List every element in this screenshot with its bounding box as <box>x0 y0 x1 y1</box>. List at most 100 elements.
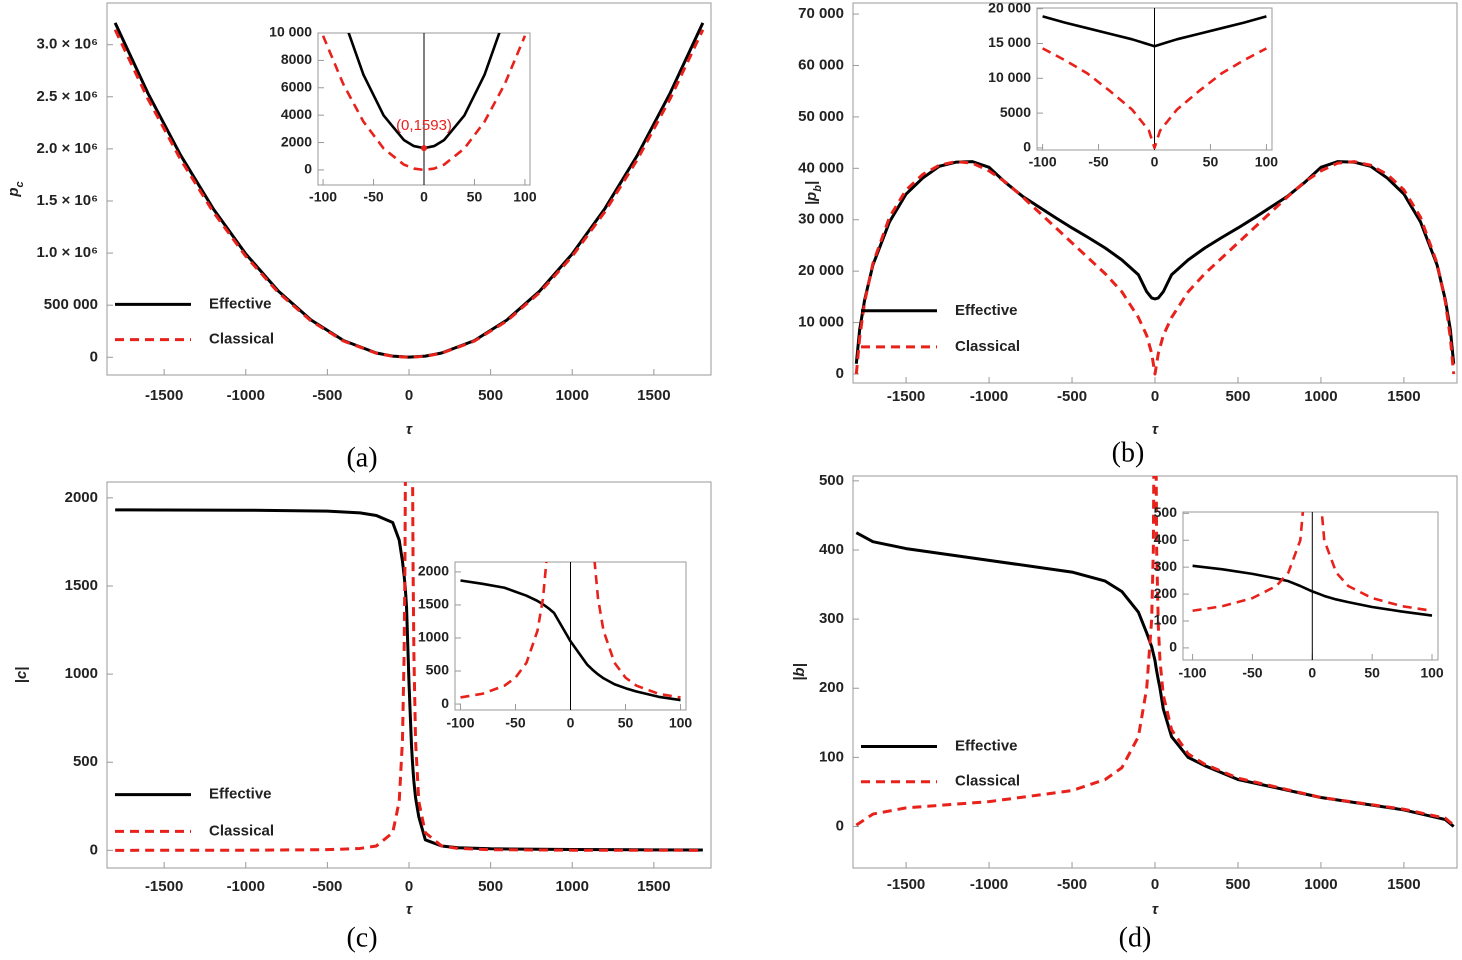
x-tick-label: 0 <box>1151 154 1159 170</box>
series-line <box>115 482 703 852</box>
y-tick-label: 30 000 <box>798 211 844 228</box>
y-tick-label: 0 <box>836 817 844 834</box>
y-tick-label: 0 <box>1023 139 1031 155</box>
panel-caption: (d) <box>1119 922 1152 953</box>
y-tick-label: 500 <box>426 662 450 678</box>
y-axis-title-part: |p <box>803 192 820 205</box>
legend-label: Classical <box>955 773 1020 790</box>
series-line <box>113 22 705 359</box>
y-axis-title: |b| <box>791 663 808 681</box>
y-tick-label: 60 000 <box>798 56 844 73</box>
x-tick-label: -50 <box>363 189 383 205</box>
y-tick-label: 0 <box>1169 639 1177 655</box>
x-tick-label: -100 <box>1029 154 1057 170</box>
plot-area <box>1182 511 1439 661</box>
x-tick-label: 50 <box>1203 154 1219 170</box>
x-tick-label: 1500 <box>637 387 670 404</box>
x-tick-label: 0 <box>1151 388 1159 405</box>
y-tick-label: 1.0 × 10⁶ <box>36 244 98 261</box>
x-tick-label: 100 <box>1255 154 1279 170</box>
y-axis-title-part: |c| <box>13 667 30 684</box>
y-tick-label: 1500 <box>418 596 449 612</box>
x-tick-label: -50 <box>1088 154 1108 170</box>
y-tick-label: 1.5 × 10⁶ <box>36 192 98 209</box>
x-tick-label: 50 <box>1364 665 1380 681</box>
y-tick-label: 15 000 <box>988 34 1031 50</box>
y-tick-label: 2000 <box>281 133 312 149</box>
legend-label: Classical <box>209 331 274 348</box>
series-line <box>854 160 1456 376</box>
y-tick-label: 20 000 <box>988 0 1031 15</box>
y-axis-title-part: b <box>812 185 824 192</box>
y-tick-label: 100 <box>1154 612 1178 628</box>
x-tick-label: 0 <box>1151 876 1159 893</box>
y-axis-title-part: | <box>803 181 820 185</box>
y-tick-label: 500 <box>73 753 98 770</box>
x-tick-label: -1500 <box>145 878 183 895</box>
y-tick-label: 50 000 <box>798 108 844 125</box>
y-tick-label: 400 <box>819 541 844 558</box>
x-tick-label: -100 <box>1179 665 1207 681</box>
y-tick-label: 3.0 × 10⁶ <box>36 36 98 53</box>
y-tick-label: 500 <box>819 472 844 489</box>
y-tick-label: 0 <box>90 841 98 858</box>
series-line <box>113 29 705 359</box>
x-tick-label: -500 <box>1057 876 1087 893</box>
x-tick-label: -1000 <box>970 876 1008 893</box>
y-tick-label: 10 000 <box>798 314 844 331</box>
legend-label: Effective <box>955 302 1018 319</box>
legend-label: Effective <box>955 737 1018 754</box>
inset-panel: -100 -50 0 50 100 0 100 200 300 400 500 <box>1154 504 1444 681</box>
x-tick-label: -50 <box>505 715 525 731</box>
y-tick-label: 400 <box>1154 531 1178 547</box>
y-tick-label: 10 000 <box>269 24 312 40</box>
x-axis-title: τ <box>1152 421 1159 438</box>
panel-caption: (c) <box>346 922 377 953</box>
y-tick-label: 100 <box>819 748 844 765</box>
y-tick-label: 70 000 <box>798 5 844 22</box>
x-tick-label: -1500 <box>887 388 925 405</box>
y-tick-label: 2.0 × 10⁶ <box>36 140 98 157</box>
x-tick-label: -1000 <box>227 878 265 895</box>
series-line <box>855 476 1455 827</box>
inset-panel: -100 -50 0 50 100 0 2000 4000 6000 8000 10 000 (0,1… <box>269 24 537 205</box>
x-tick-label: -500 <box>312 878 342 895</box>
y-tick-label: 40 000 <box>798 159 844 176</box>
y-axis-title-part: p <box>5 187 22 197</box>
x-tick-label: 1500 <box>1387 876 1420 893</box>
legend-label: Effective <box>209 786 272 803</box>
x-tick-label: -1500 <box>145 387 183 404</box>
panel: -1500 -1000 -500 0 500 1000 150001002003004005… <box>791 472 1458 953</box>
y-tick-label: 0 <box>836 365 844 382</box>
series-line <box>460 579 681 702</box>
x-tick-label: 50 <box>618 715 634 731</box>
series-line <box>1041 47 1268 150</box>
y-axis-title-part: c <box>14 181 26 187</box>
x-tick-label: 1500 <box>637 878 670 895</box>
legend-label: Classical <box>955 338 1020 355</box>
x-tick-label: 500 <box>1225 388 1250 405</box>
panel: -1500 -1000 -500 0 500 1000 150005001000150020… <box>13 481 712 953</box>
panel-caption: (a) <box>346 442 377 473</box>
series-line <box>460 562 681 699</box>
y-tick-label: 200 <box>1154 585 1178 601</box>
y-tick-label: 2.5 × 10⁶ <box>36 88 98 105</box>
x-tick-label: -500 <box>1057 388 1087 405</box>
y-tick-label: 8000 <box>281 51 312 67</box>
y-tick-label: 0 <box>441 695 449 711</box>
y-tick-label: 500 000 <box>44 296 98 313</box>
x-axis-title: τ <box>406 901 413 918</box>
y-tick-label: 4000 <box>281 106 312 122</box>
x-tick-label: 0 <box>405 878 413 895</box>
y-tick-label: 2000 <box>65 489 98 506</box>
y-axis-title: |pb| <box>803 181 824 205</box>
x-tick-label: 500 <box>1225 876 1250 893</box>
x-tick-label: 0 <box>1308 665 1316 681</box>
x-tick-label: 1500 <box>1387 388 1420 405</box>
x-tick-label: -500 <box>312 387 342 404</box>
y-tick-label: 1500 <box>65 577 98 594</box>
